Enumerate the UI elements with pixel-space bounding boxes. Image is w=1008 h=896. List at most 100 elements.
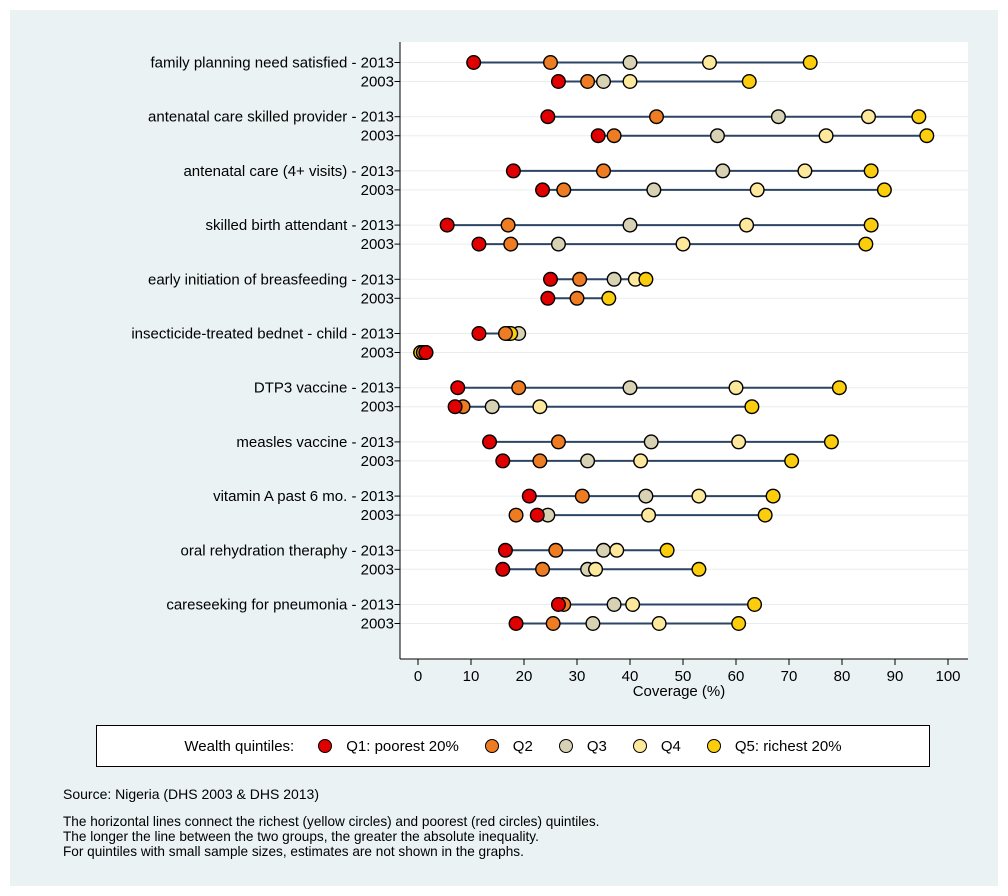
y-tick-label: 2003 — [361, 74, 394, 91]
q3-marker — [596, 73, 612, 89]
q5-marker — [601, 290, 617, 306]
plot-area — [400, 42, 968, 659]
q5-marker — [831, 380, 847, 396]
q1-marker — [521, 488, 537, 504]
footnote-line: For quintiles with small sample sizes, e… — [63, 844, 524, 859]
y-tick-label: 2003 — [361, 290, 394, 307]
y-tick-label: vitamin A past 6 mo. - 2013 — [213, 488, 394, 505]
q4-marker — [702, 55, 718, 71]
footnote-line: The longer the line between the two grou… — [63, 829, 539, 844]
q5-marker — [638, 271, 654, 287]
x-tick-label: 80 — [834, 668, 851, 685]
x-tick-label: 20 — [516, 668, 533, 685]
y-tick-label: antenatal care (4+ visits) - 2013 — [183, 163, 394, 180]
figure-background: family planning need satisfied - 2013 200… — [10, 10, 998, 886]
q1-marker — [495, 561, 511, 577]
x-tick-label: 10 — [463, 668, 480, 685]
y-tick-label: early initiation of breasfeeding - 2013 — [148, 271, 394, 288]
q2-marker — [543, 55, 559, 71]
q4-marker — [625, 597, 641, 613]
y-tick-label: measles vaccine - 2013 — [236, 434, 394, 451]
q5-marker — [744, 399, 760, 415]
x-tick-label: 100 — [935, 668, 960, 685]
q3-marker — [646, 182, 662, 198]
q4-marker — [818, 128, 834, 144]
q1-marker — [529, 507, 545, 523]
q4-marker — [797, 163, 813, 179]
q4-marker — [691, 488, 707, 504]
q1-marker — [508, 616, 524, 632]
q1-marker — [418, 345, 434, 361]
y-tick-label: careseeking for pneumonia - 2013 — [166, 597, 394, 614]
q5-marker — [823, 434, 839, 450]
q5-marker — [858, 236, 874, 252]
x-axis-label: Coverage (%) — [633, 683, 726, 700]
legend-label-q1: Q1: poorest 20% — [346, 737, 459, 755]
q2-marker — [503, 236, 519, 252]
q5-marker — [863, 163, 879, 179]
q2-marker — [556, 182, 572, 198]
q3-marker — [606, 597, 622, 613]
q1-marker — [505, 163, 521, 179]
q2-marker — [649, 109, 665, 125]
legend-item-q5: Q5: richest 20% — [706, 737, 842, 755]
q3-marker — [606, 271, 622, 287]
q4-marker — [651, 616, 667, 632]
q1-marker — [497, 542, 513, 558]
y-tick-label: 2003 — [361, 236, 394, 253]
q1-marker — [482, 434, 498, 450]
y-tick-label: antenatal care skilled provider - 2013 — [148, 109, 394, 126]
q4-marker-icon — [632, 739, 647, 753]
q2-marker — [580, 73, 596, 89]
footnote-line: The horizontal lines connect the richest… — [63, 814, 600, 829]
q3-marker — [638, 488, 654, 504]
q1-marker-icon — [318, 739, 333, 753]
legend-label-q5: Q5: richest 20% — [734, 737, 842, 755]
q4-marker — [728, 380, 744, 396]
y-tick-label: 2003 — [361, 507, 394, 524]
q3-marker — [622, 55, 638, 71]
x-tick-label: 60 — [728, 668, 745, 685]
q5-marker — [747, 597, 763, 613]
y-tick-label: 2003 — [361, 453, 394, 470]
x-tick-label: 30 — [569, 668, 586, 685]
q5-marker — [741, 73, 757, 89]
y-tick-label: insecticide-treated bednet - child - 201… — [131, 326, 394, 343]
q3-marker-icon — [558, 739, 573, 753]
q1-marker — [543, 271, 559, 287]
q1-marker — [471, 326, 487, 342]
legend-item-q3: Q3 — [558, 738, 607, 755]
q1-marker — [535, 182, 551, 198]
q5-marker — [802, 55, 818, 71]
legend: Wealth quintiles: Q1: poorest 20% Q2 Q3 … — [96, 725, 930, 767]
q2-marker — [572, 271, 588, 287]
y-tick-label: DTP3 vaccine - 2013 — [254, 380, 394, 397]
q4-marker — [622, 73, 638, 89]
q5-marker — [784, 453, 800, 469]
q3-marker — [622, 217, 638, 233]
q2-marker — [596, 163, 612, 179]
q1-marker — [550, 73, 566, 89]
q3-marker — [550, 236, 566, 252]
q2-marker — [497, 326, 513, 342]
y-tick-label: 2003 — [361, 128, 394, 145]
q4-marker — [641, 507, 657, 523]
q3-marker — [622, 380, 638, 396]
q1-marker — [471, 236, 487, 252]
q1-marker — [439, 217, 455, 233]
q5-marker — [765, 488, 781, 504]
q5-marker — [731, 616, 747, 632]
q2-marker — [511, 380, 527, 396]
q1-marker — [590, 128, 606, 144]
legend-item-q2: Q2 — [484, 738, 533, 755]
q1-marker — [540, 109, 556, 125]
q3-marker — [596, 542, 612, 558]
q2-marker — [532, 453, 548, 469]
q5-marker — [911, 109, 927, 125]
q1-marker — [450, 380, 466, 396]
q3-marker — [580, 453, 596, 469]
y-tick-label: 2003 — [361, 182, 394, 199]
q2-marker — [574, 488, 590, 504]
x-tick-label: 0 — [414, 668, 422, 685]
footnotes: The horizontal lines connect the richest… — [63, 814, 599, 859]
